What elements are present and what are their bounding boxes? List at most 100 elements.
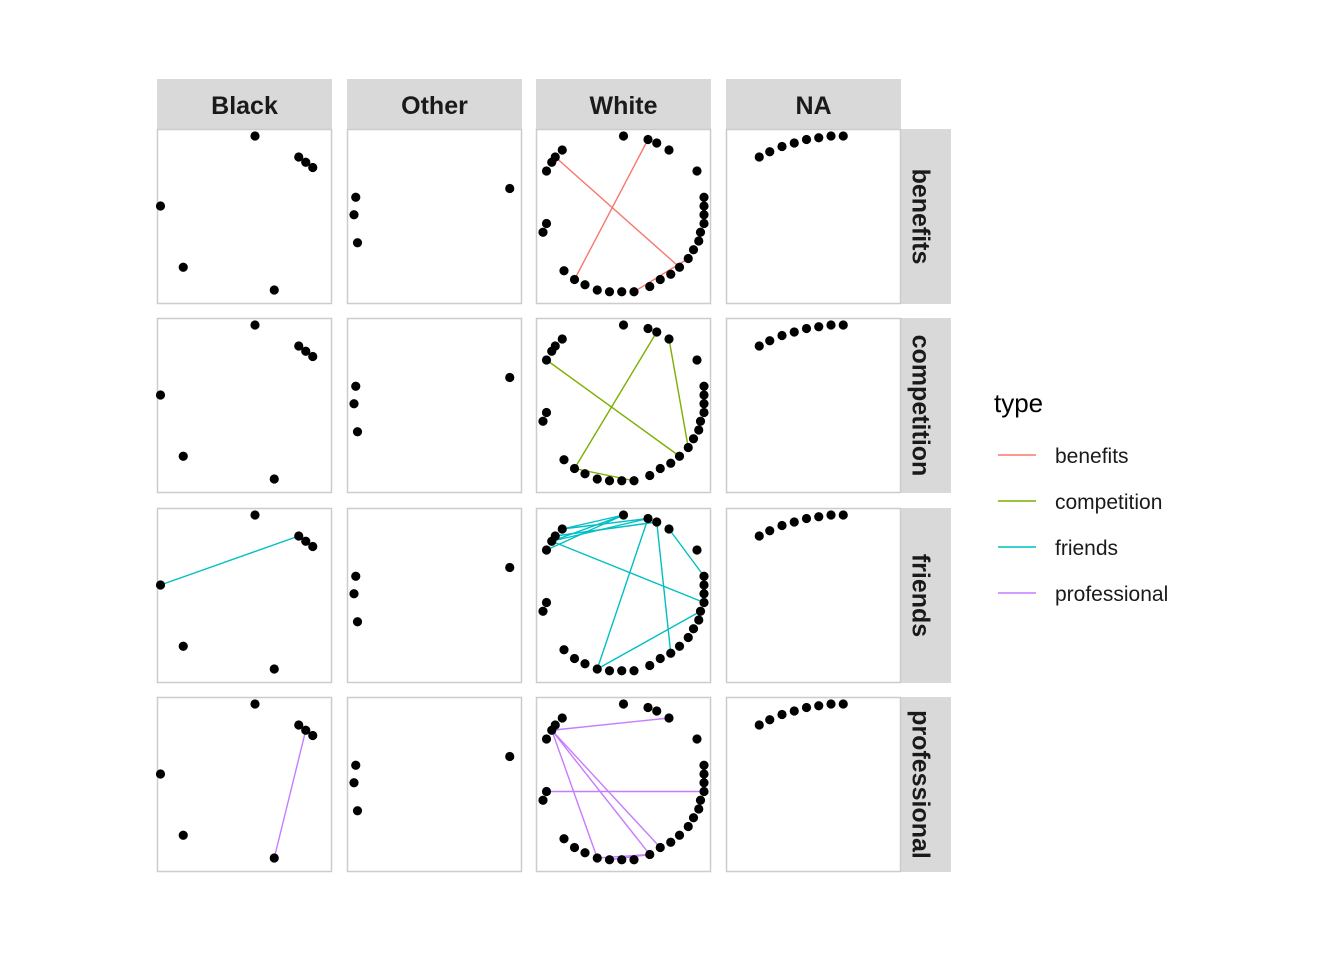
node-point bbox=[645, 660, 655, 671]
panel-border bbox=[156, 507, 333, 684]
node-point bbox=[814, 512, 824, 522]
node-point bbox=[604, 287, 615, 297]
node-point bbox=[604, 666, 615, 676]
node-point bbox=[505, 372, 515, 383]
node-point bbox=[557, 334, 567, 344]
node-point bbox=[692, 545, 702, 555]
node-point bbox=[695, 606, 706, 616]
node-point bbox=[699, 192, 709, 202]
panel-border bbox=[725, 128, 902, 305]
column-strip-label: Black bbox=[211, 92, 278, 120]
node-point bbox=[301, 157, 311, 167]
node-point bbox=[618, 131, 629, 141]
node-point bbox=[269, 474, 279, 484]
node-point bbox=[645, 849, 655, 860]
node-point bbox=[801, 702, 812, 713]
node-point bbox=[699, 769, 709, 779]
node-point bbox=[789, 138, 799, 148]
node-point bbox=[155, 769, 166, 779]
node-point bbox=[294, 531, 304, 541]
legend-label: friends bbox=[1055, 537, 1118, 560]
node-point bbox=[826, 510, 836, 520]
node-point bbox=[692, 734, 702, 744]
node-point bbox=[674, 641, 685, 651]
panel-benefits-black bbox=[155, 128, 333, 305]
node-point bbox=[666, 458, 676, 468]
node-point bbox=[652, 138, 662, 148]
node-point bbox=[541, 166, 552, 176]
column-strip-na: NA bbox=[726, 79, 901, 129]
panel-border bbox=[346, 317, 523, 494]
column-strip-other: Other bbox=[347, 79, 522, 129]
edge-benefits bbox=[554, 156, 680, 268]
node-point bbox=[695, 795, 706, 805]
strip-background bbox=[347, 79, 522, 129]
node-point bbox=[683, 442, 693, 453]
node-point bbox=[604, 855, 615, 865]
node-point bbox=[666, 648, 676, 658]
node-point bbox=[592, 853, 602, 863]
node-point bbox=[580, 469, 590, 479]
node-point bbox=[801, 513, 812, 524]
panel-border bbox=[725, 317, 902, 494]
node-point bbox=[352, 238, 363, 248]
row-strip-benefits: benefits bbox=[901, 129, 951, 304]
node-point bbox=[688, 624, 699, 634]
edge-friends bbox=[562, 514, 624, 530]
legend-item-professional: professional bbox=[998, 583, 1168, 606]
node-point bbox=[699, 218, 709, 229]
node-point bbox=[814, 701, 824, 711]
panel-professional-na bbox=[725, 696, 902, 873]
node-point bbox=[666, 837, 676, 847]
panel-competition-na bbox=[725, 317, 902, 494]
facet-panels: Black Other White NA benefits competition frie… bbox=[155, 79, 951, 873]
node-point bbox=[352, 427, 363, 437]
edge-professional bbox=[273, 730, 307, 859]
node-point bbox=[538, 416, 548, 426]
node-point bbox=[541, 734, 552, 744]
node-point bbox=[541, 786, 552, 797]
node-point bbox=[789, 517, 799, 527]
node-point bbox=[801, 323, 812, 334]
node-point bbox=[294, 152, 304, 162]
node-point bbox=[617, 287, 627, 297]
row-strip-professional: professional bbox=[901, 697, 951, 872]
node-point bbox=[538, 227, 548, 237]
edge-professional bbox=[551, 730, 598, 859]
node-point bbox=[541, 597, 552, 608]
node-point bbox=[538, 795, 548, 805]
legend: type benefits competition friends profession… bbox=[994, 388, 1168, 606]
node-point bbox=[643, 513, 653, 524]
legend-item-benefits: benefits bbox=[998, 445, 1129, 468]
row-strip-label: competition bbox=[906, 335, 934, 477]
node-point bbox=[754, 341, 764, 351]
node-point bbox=[349, 210, 359, 220]
node-point bbox=[652, 517, 662, 527]
node-point bbox=[664, 524, 674, 534]
strip-background bbox=[901, 129, 951, 304]
node-point bbox=[699, 571, 709, 581]
node-point bbox=[294, 720, 304, 730]
panel-benefits-other bbox=[346, 128, 523, 305]
node-point bbox=[559, 834, 569, 844]
node-point bbox=[645, 470, 655, 481]
node-point bbox=[765, 526, 775, 536]
node-point bbox=[699, 778, 709, 788]
strip-background bbox=[901, 697, 951, 872]
node-point bbox=[699, 760, 709, 770]
node-point bbox=[838, 320, 848, 330]
node-point bbox=[801, 134, 812, 145]
node-point bbox=[838, 699, 848, 709]
node-point bbox=[683, 821, 693, 832]
node-point bbox=[664, 713, 674, 723]
node-point bbox=[765, 715, 775, 725]
node-point bbox=[308, 162, 318, 173]
node-point bbox=[550, 531, 560, 541]
node-point bbox=[550, 720, 560, 730]
node-point bbox=[541, 218, 552, 229]
node-point bbox=[592, 474, 602, 484]
edge-friends bbox=[551, 514, 624, 542]
node-point bbox=[592, 664, 602, 674]
node-point bbox=[557, 524, 567, 534]
node-point bbox=[351, 571, 361, 581]
